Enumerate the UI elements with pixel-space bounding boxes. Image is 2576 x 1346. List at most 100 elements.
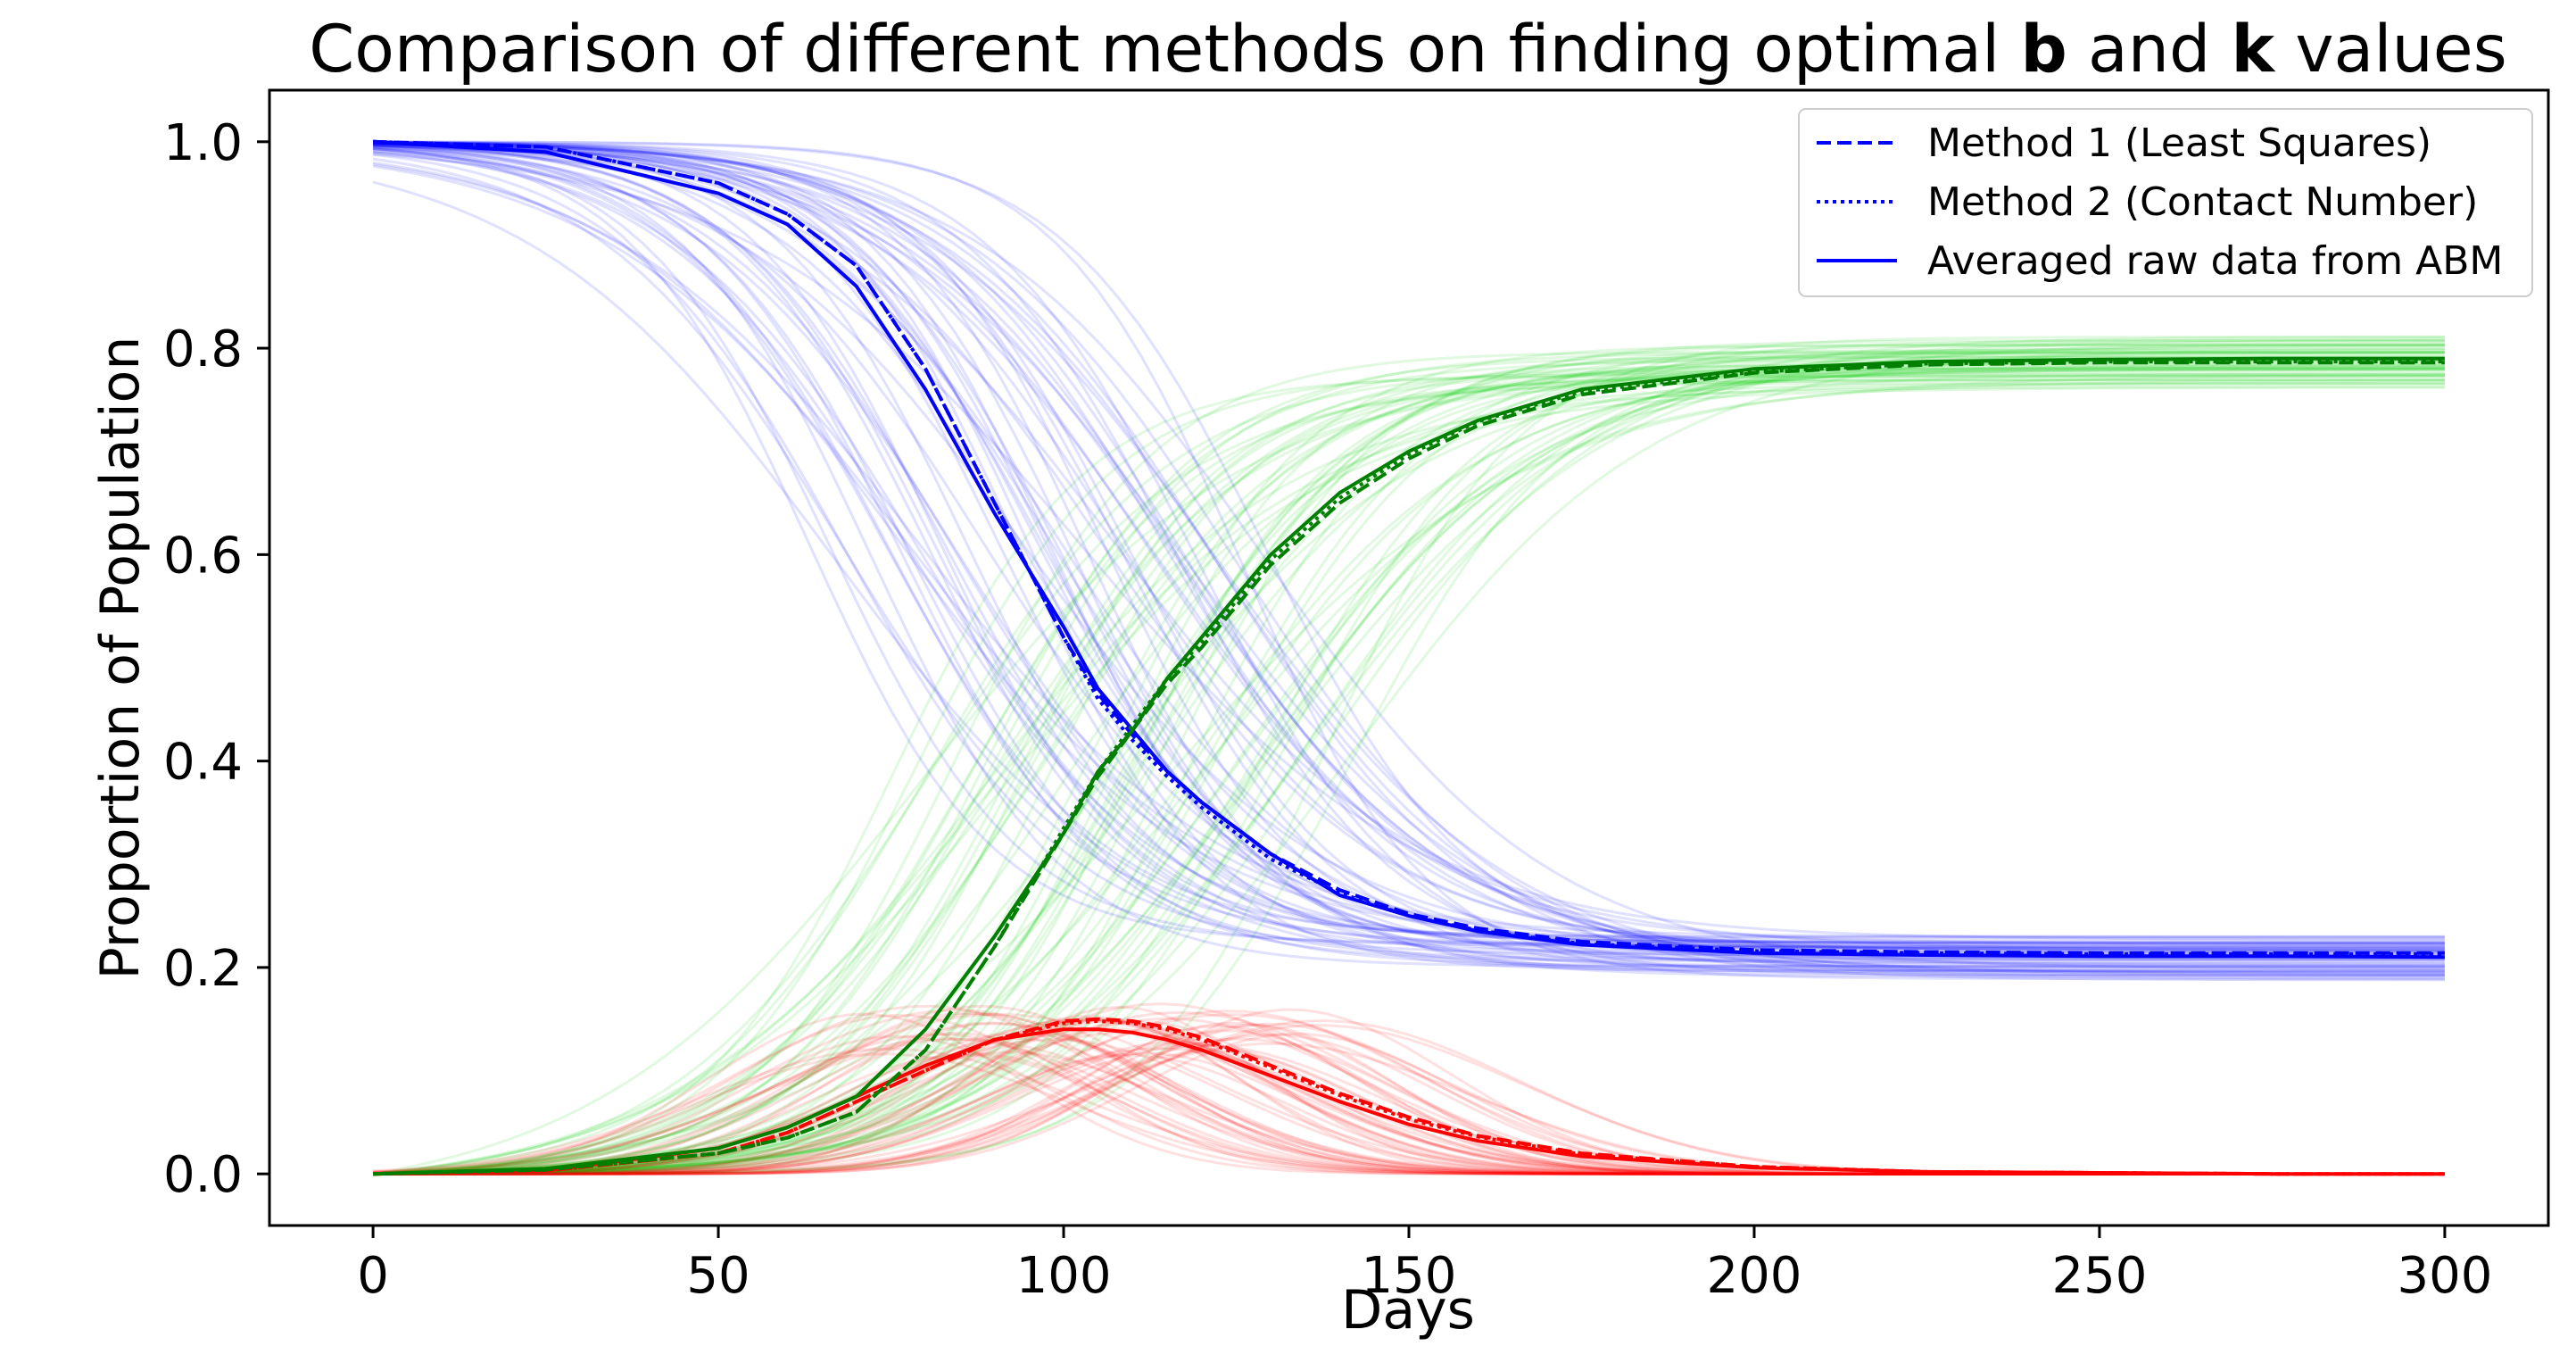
raw-run-recovered xyxy=(373,339,2445,1176)
raw-run-recovered xyxy=(373,348,2445,1176)
raw-run-susceptible xyxy=(373,144,2445,965)
raw-run-susceptible xyxy=(373,141,2445,960)
raw-run-recovered xyxy=(372,367,2445,1176)
raw-run-recovered xyxy=(373,364,2445,1176)
raw-run-recovered xyxy=(373,367,2445,1176)
title-part-2: and xyxy=(2067,12,2232,87)
raw-run-susceptible xyxy=(373,142,2445,950)
raw-run-recovered xyxy=(373,342,2445,1176)
raw-run-recovered xyxy=(373,363,2445,1176)
raw-run-susceptible xyxy=(372,164,2445,951)
raw-run-susceptible xyxy=(373,145,2445,941)
raw-run-susceptible xyxy=(373,142,2445,942)
raw-run-recovered xyxy=(373,372,2445,1176)
raw-run-susceptible xyxy=(372,162,2445,946)
raw-run-recovered xyxy=(373,378,2445,1176)
raw-run-recovered xyxy=(373,347,2445,1176)
raw-run-recovered xyxy=(373,374,2445,1176)
raw-run-recovered xyxy=(373,336,2445,1176)
raw-run-recovered xyxy=(373,351,2445,1176)
raw-run-susceptible xyxy=(373,146,2445,938)
raw-run-susceptible xyxy=(372,161,2445,945)
raw-run-susceptible xyxy=(373,140,2445,969)
series-recovered-abm xyxy=(373,356,2445,1176)
raw-run-recovered xyxy=(372,378,2445,1176)
raw-run-recovered xyxy=(373,367,2445,1176)
raw-run-recovered xyxy=(373,357,2445,1176)
raw-run-susceptible xyxy=(373,144,2445,975)
x-tick-label: 150 xyxy=(1362,1247,1457,1305)
raw-run-susceptible xyxy=(373,143,2445,945)
raw-run-susceptible xyxy=(373,141,2445,978)
raw-run-recovered xyxy=(372,386,2445,1176)
raw-run-susceptible xyxy=(372,147,2445,961)
title-part-1: b xyxy=(2021,12,2067,87)
y-axis-label: Proportion of Population xyxy=(89,336,152,980)
raw-run-susceptible xyxy=(373,140,2445,981)
fitted-and-averaged-curves xyxy=(372,139,2445,1176)
legend-label-method2: Method 2 (Contact Number) xyxy=(1927,179,2478,225)
series-recovered-method1 xyxy=(373,361,2445,1176)
raw-run-recovered xyxy=(373,360,2445,1176)
raw-run-susceptible xyxy=(373,141,2445,952)
x-tick-label: 0 xyxy=(357,1247,389,1305)
legend: Method 1 (Least Squares) Method 2 (Conta… xyxy=(1798,108,2533,297)
raw-run-susceptible xyxy=(373,140,2445,977)
raw-run-susceptible xyxy=(373,140,2445,960)
raw-run-recovered xyxy=(372,382,2445,1176)
raw-run-susceptible xyxy=(373,145,2445,963)
raw-run-recovered xyxy=(373,351,2445,1176)
raw-run-susceptible xyxy=(373,145,2445,968)
raw-run-susceptible xyxy=(373,144,2445,975)
raw-run-recovered xyxy=(372,368,2445,1176)
series-susceptible-method1 xyxy=(373,139,2445,955)
raw-run-susceptible xyxy=(373,143,2445,948)
y-tick-label: 0.0 xyxy=(163,1146,243,1204)
raw-run-recovered xyxy=(373,351,2445,1176)
series-infected-method2 xyxy=(373,1018,2445,1176)
raw-run-susceptible xyxy=(372,151,2445,972)
title-part-4: values xyxy=(2274,12,2507,87)
raw-run-recovered xyxy=(373,364,2445,1176)
raw-run-recovered xyxy=(373,343,2445,1176)
raw-run-recovered xyxy=(373,374,2445,1176)
x-tick-label: 200 xyxy=(1707,1247,1802,1305)
raw-run-recovered xyxy=(373,358,2445,1176)
raw-run-recovered xyxy=(373,368,2445,1176)
raw-run-recovered xyxy=(373,374,2445,1176)
raw-run-susceptible xyxy=(373,141,2445,973)
raw-run-recovered xyxy=(373,355,2445,1176)
y-tick-label: 0.8 xyxy=(163,320,243,378)
raw-run-susceptible xyxy=(373,145,2445,962)
raw-run-susceptible xyxy=(372,153,2445,952)
raw-run-recovered xyxy=(373,372,2445,1176)
series-recovered-method2 xyxy=(373,360,2445,1176)
legend-label-method1: Method 1 (Least Squares) xyxy=(1927,120,2431,166)
y-axis-ticks: 0.0 0.2 0.4 0.6 0.8 1.0 xyxy=(163,114,269,1204)
legend-label-abm: Averaged raw data from ABM xyxy=(1927,238,2503,284)
raw-run-susceptible xyxy=(373,142,2445,970)
x-tick-label: 100 xyxy=(1016,1247,1112,1305)
raw-run-susceptible xyxy=(373,141,2445,952)
raw-run-susceptible xyxy=(372,151,2445,944)
raw-run-recovered xyxy=(373,347,2445,1176)
raw-run-susceptible xyxy=(373,143,2445,976)
raw-run-susceptible xyxy=(372,147,2445,939)
raw-run-recovered xyxy=(373,338,2445,1176)
title-part-0: Comparison of different methods on findi… xyxy=(309,12,2020,87)
raw-run-recovered xyxy=(373,379,2445,1176)
raw-run-recovered xyxy=(373,344,2445,1176)
raw-run-recovered xyxy=(373,381,2445,1176)
raw-run-susceptible xyxy=(373,144,2445,952)
raw-run-recovered xyxy=(373,350,2445,1176)
raw-run-recovered xyxy=(372,385,2445,1176)
y-tick-label: 1.0 xyxy=(163,114,243,172)
raw-run-recovered xyxy=(373,339,2445,1176)
raw-run-recovered xyxy=(373,375,2445,1176)
raw-run-recovered xyxy=(373,382,2445,1176)
raw-run-susceptible xyxy=(372,149,2445,971)
raw-run-recovered xyxy=(373,362,2445,1176)
raw-run-recovered xyxy=(373,365,2445,1176)
raw-run-susceptible xyxy=(373,142,2445,980)
